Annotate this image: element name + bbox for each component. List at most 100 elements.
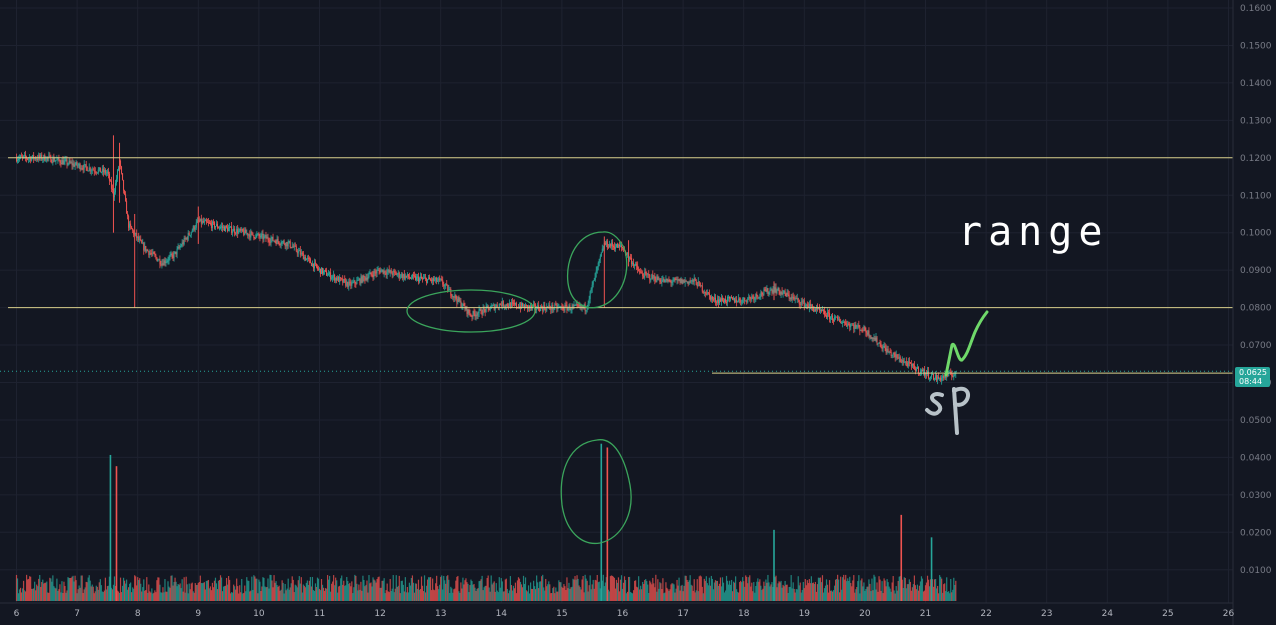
volume-bar [419, 588, 422, 601]
candle-body [78, 164, 80, 166]
volume-bar [123, 580, 126, 601]
candle-body [471, 316, 473, 318]
candle-body [633, 262, 635, 266]
candle-body [866, 332, 868, 335]
candle-body [869, 336, 871, 338]
candle-body [865, 330, 867, 333]
candle-body [606, 241, 608, 248]
candle-body [144, 246, 146, 251]
candle-body [87, 170, 89, 172]
time-axis[interactable]: 6 7 8 9 10 11 12 13 14 15 16 17 18 19 20 21 22 23 24 25 26 [14, 609, 1235, 619]
candle-body [259, 236, 261, 238]
volume-bar [340, 578, 342, 601]
candle-body [938, 376, 940, 379]
volume-bar [433, 589, 435, 601]
volume-bar [645, 579, 647, 601]
candle-body [607, 247, 609, 249]
candle-body [672, 281, 674, 283]
volume-bar [308, 580, 310, 601]
volume-bar [573, 579, 575, 601]
candle-body [657, 276, 659, 280]
candle-body [820, 310, 822, 312]
candle-body [521, 303, 522, 309]
volume-bar [368, 575, 370, 601]
candle-body [345, 280, 347, 286]
horizontal-levels[interactable] [0, 157, 1233, 374]
candle-body [798, 300, 800, 304]
volume-bar [925, 582, 928, 601]
volume-bar [619, 579, 622, 601]
volume-bar [135, 576, 137, 601]
candle-body [629, 257, 631, 259]
candle-body [646, 273, 648, 275]
candle-body [436, 277, 438, 282]
volume-bar [236, 578, 238, 601]
volume-bar [204, 589, 206, 601]
volume-bar [150, 592, 152, 601]
volume-bar [828, 580, 831, 601]
volume-bar [312, 590, 315, 601]
candle-body [486, 305, 488, 307]
volume-bar [52, 575, 54, 601]
candle-body [230, 226, 232, 228]
volume-bar [18, 589, 21, 601]
candle-body [570, 309, 572, 311]
candle-body [208, 222, 210, 224]
candle-body [732, 298, 734, 300]
candle-body [451, 295, 453, 298]
candle-body [527, 305, 529, 309]
candle-body [793, 297, 795, 299]
candle-body [601, 248, 603, 253]
candle-body [774, 287, 776, 293]
candle-body [652, 274, 654, 279]
volume-bar [770, 584, 772, 601]
candle-body [296, 250, 298, 254]
candle-body [405, 275, 407, 277]
candle-body [685, 280, 687, 282]
candle-body [285, 242, 287, 247]
candle-body [801, 301, 803, 303]
candle-body [678, 279, 680, 281]
volume-bar [810, 576, 812, 601]
candle-body [438, 278, 440, 281]
candle-body [616, 244, 618, 248]
time-tick-label: 9 [195, 609, 201, 619]
candle-body [715, 302, 717, 304]
volume-bar [675, 588, 677, 601]
candle-body [595, 270, 597, 274]
candle-body [546, 306, 548, 311]
volume-bar [176, 586, 178, 601]
candle-body [106, 171, 108, 173]
volume-bar [931, 579, 934, 601]
candle-body [526, 304, 528, 306]
candle-body [443, 284, 445, 287]
volume-bar [743, 581, 745, 601]
candle-body [481, 313, 483, 315]
candle-body [668, 280, 670, 282]
volume-bar [478, 581, 480, 601]
candle-body [752, 296, 754, 298]
volume-bar [940, 576, 942, 601]
candle-body [740, 300, 742, 303]
candle-body [675, 278, 677, 280]
volume-bar [252, 589, 254, 601]
candle-body [138, 236, 140, 241]
candle-body [334, 274, 336, 281]
candle-body [597, 262, 599, 267]
candle-body [613, 246, 615, 249]
volume-bar [584, 574, 586, 601]
volume-bar [44, 582, 46, 601]
volume-bar [717, 585, 720, 601]
volume-bar [865, 589, 867, 601]
candle-body [43, 155, 45, 159]
candle-body [653, 276, 655, 279]
volume-bar [667, 589, 669, 601]
volume-bar [880, 590, 882, 601]
candle-body [387, 269, 389, 272]
volume-bar [754, 592, 756, 601]
candle-body [448, 289, 450, 292]
volume-bar [753, 582, 755, 601]
candle-body [579, 304, 581, 307]
candle-body [632, 262, 634, 264]
